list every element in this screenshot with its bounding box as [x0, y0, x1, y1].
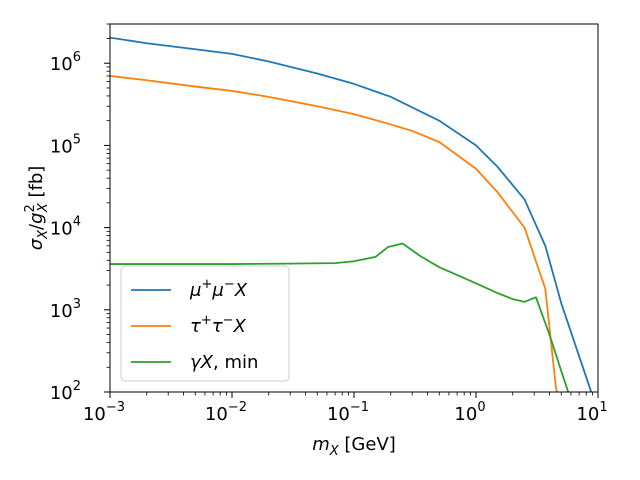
y-tick-label: 104: [50, 215, 81, 240]
series-line-3: [110, 242, 570, 392]
axes-ticks: 10−3 10−2 10−1 100 101 102 103 104 105 106: [50, 23, 608, 425]
y-tick-label: 103: [50, 297, 81, 322]
x-tick-label: 10−1: [327, 400, 369, 425]
legend-label-2: τ+τ−X: [190, 313, 247, 337]
series-line-2: [110, 75, 558, 392]
y-tick-label: 102: [50, 379, 81, 404]
y-tick-label: 105: [50, 132, 81, 157]
x-tick-label: 10−3: [83, 400, 125, 425]
series-line-1: [110, 36, 593, 392]
x-tick-label: 10−2: [205, 400, 247, 425]
x-tick-label: 101: [576, 400, 607, 425]
y-tick-label: 106: [50, 50, 81, 75]
y-axis-label: σX/g2X [fb]: [23, 166, 51, 251]
legend-box: [120, 265, 290, 382]
x-tick-label: 100: [454, 400, 485, 425]
legend-label-1: μ+μ−X: [189, 277, 248, 301]
plot-lines: [110, 36, 593, 392]
legend: μ+μ−X τ+τ−X γX, min: [120, 265, 290, 382]
legend-label-3: γX, min: [190, 352, 258, 373]
x-axis-label: mX [GeV]: [312, 434, 396, 459]
